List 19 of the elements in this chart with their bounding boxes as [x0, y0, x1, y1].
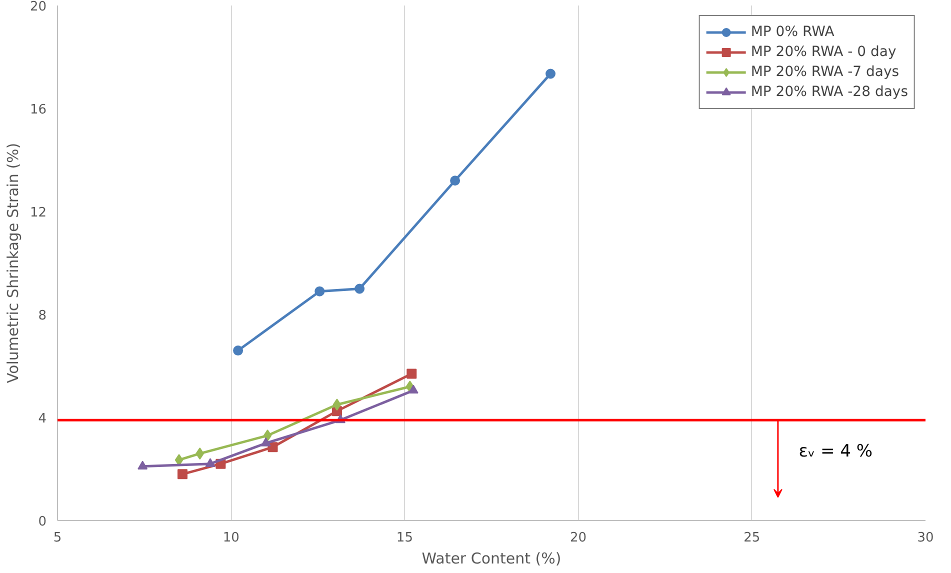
legend-label: MP 0% RWA [750, 24, 834, 40]
x-tick-label: 15 [396, 530, 413, 546]
x-tick-label: 10 [222, 530, 240, 546]
x-axis-title: Water Content (%) [422, 550, 562, 568]
x-tick-label: 5 [53, 530, 62, 546]
y-tick-label: 4 [38, 412, 47, 426]
y-axis-title: Volumetric Shrinkage Strain (%) [4, 142, 22, 384]
legend-label: MP 20% RWA - 0 day [750, 44, 896, 60]
ref-line-label: εᵥ = 4 % [798, 441, 872, 462]
y-tick-label: 20 [30, 0, 47, 14]
y-tick-label: 0 [38, 514, 47, 530]
y-tick-label: 8 [38, 308, 47, 324]
y-tick-label: 12 [30, 206, 47, 220]
x-tick-label: 25 [744, 530, 760, 546]
x-tick-label: 20 [570, 530, 587, 546]
x-tick-label: 30 [917, 530, 934, 546]
legend-label: MP 20% RWA -28 days [750, 84, 908, 100]
y-tick-label: 16 [30, 102, 47, 118]
legend-label: MP 20% RWA -7 days [750, 64, 900, 80]
